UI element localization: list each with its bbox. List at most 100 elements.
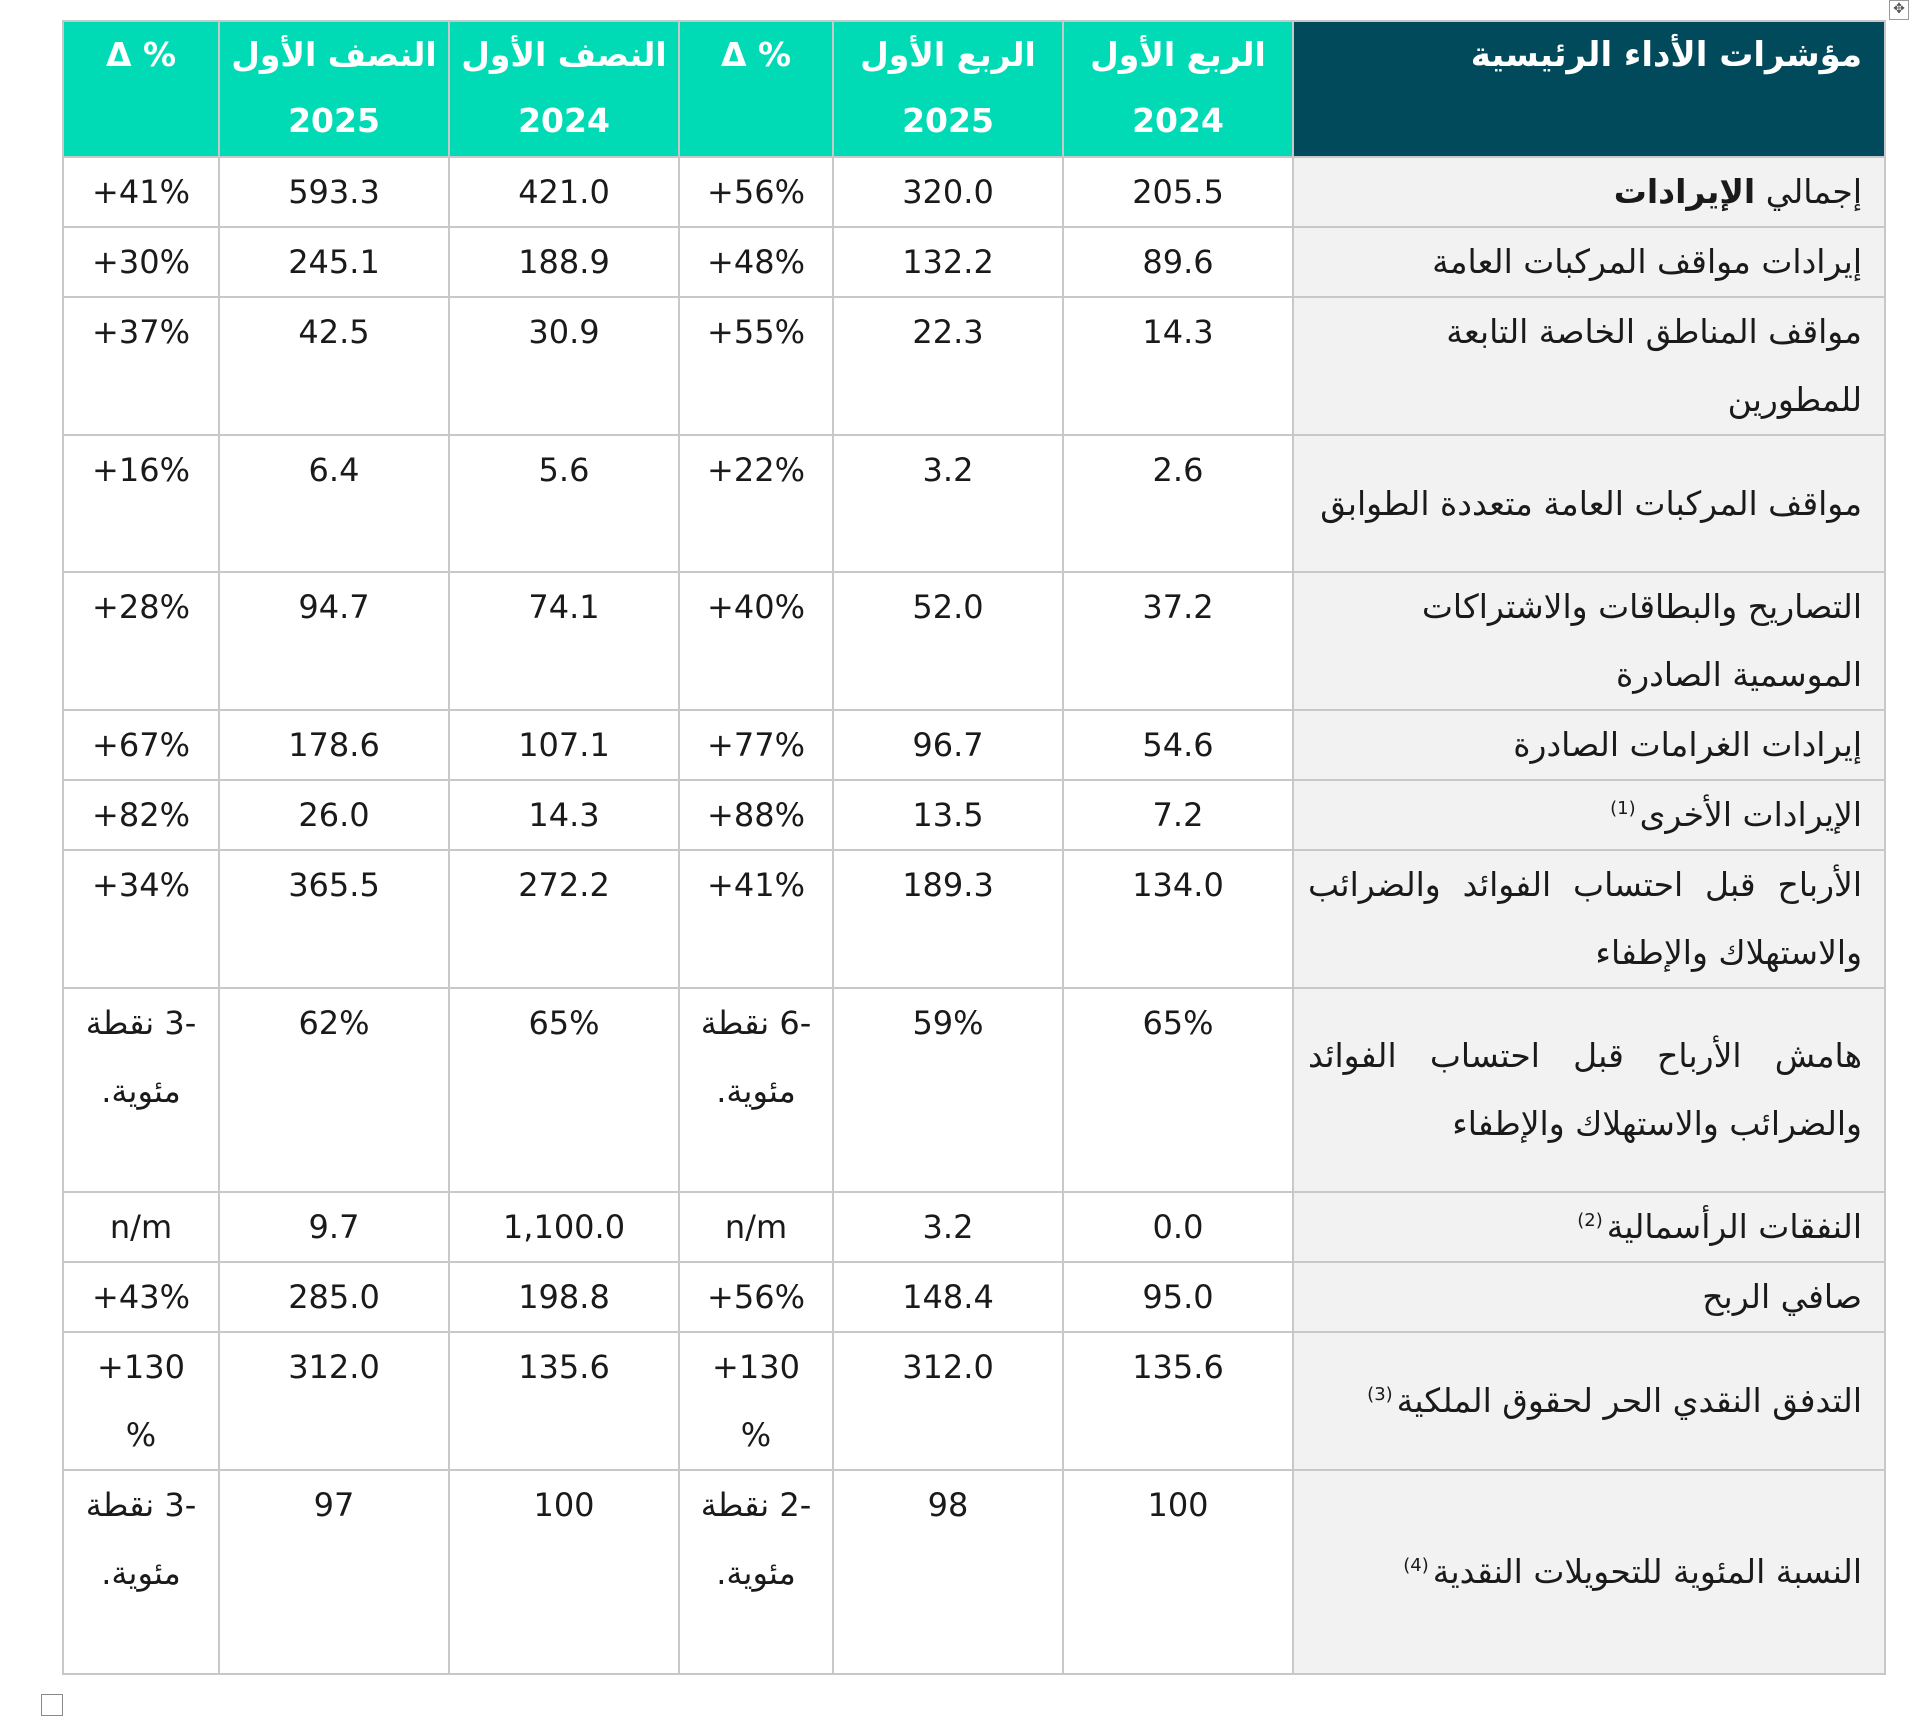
cell-delta-quarter: +130 % — [678, 1331, 834, 1471]
cell-delta-half: +67% — [62, 709, 220, 781]
cell-delta-half: +41% — [62, 156, 220, 228]
table-row: إيرادات الغرامات الصادرة 54.6 96.7 +77% … — [62, 709, 1886, 781]
table-row: إجمالي الإيرادات 205.5 320.0 +56% 421.0 … — [62, 156, 1886, 228]
cell-delta-half: +130 % — [62, 1331, 220, 1471]
cell-q1-2025: 132.2 — [832, 226, 1064, 298]
row-label: الأرباح قبل احتساب الفوائد والضرائب والا… — [1292, 849, 1886, 989]
cell-q1-2024: 14.3 — [1062, 296, 1294, 436]
cell-delta-half: +43% — [62, 1261, 220, 1333]
table-move-handle-icon[interactable]: ✥ — [1889, 0, 1909, 20]
table-row: التدفق النقدي الحر لحقوق الملكية(3) 135.… — [62, 1331, 1886, 1471]
table-row: صافي الربح 95.0 148.4 +56% 198.8 285.0 +… — [62, 1261, 1886, 1333]
cell-q1-2025: 312.0 — [832, 1331, 1064, 1471]
cell-q1-2024: 100 — [1062, 1469, 1294, 1675]
cell-h1-2024: 30.9 — [448, 296, 680, 436]
footnote-ref: (1) — [1610, 798, 1636, 819]
table-row: الإيرادات الأخرى(1) 7.2 13.5 +88% 14.3 2… — [62, 779, 1886, 851]
footnote-ref: (2) — [1577, 1210, 1603, 1231]
header-h1-2025: النصف الأول 2025 — [218, 20, 450, 158]
cell-h1-2025: 593.3 — [218, 156, 450, 228]
cell-h1-2024: 65% — [448, 987, 680, 1193]
cell-delta-quarter: -2 نقطة مئوية. — [678, 1469, 834, 1675]
cell-delta-half: +16% — [62, 434, 220, 573]
row-label: النسبة المئوية للتحويلات النقدية(4) — [1292, 1469, 1886, 1675]
cell-delta-half: +37% — [62, 296, 220, 436]
cell-delta-quarter: +40% — [678, 571, 834, 711]
table-row: هامش الأرباح قبل احتساب الفوائد والضرائب… — [62, 987, 1886, 1193]
cell-q1-2024: 95.0 — [1062, 1261, 1294, 1333]
row-label: التدفق النقدي الحر لحقوق الملكية(3) — [1292, 1331, 1886, 1471]
cell-q1-2024: 2.6 — [1062, 434, 1294, 573]
cell-h1-2025: 365.5 — [218, 849, 450, 989]
cell-q1-2024: 135.6 — [1062, 1331, 1294, 1471]
table-row: النفقات الرأسمالية(2) 0.0 3.2 n/m 1,100.… — [62, 1191, 1886, 1263]
cell-q1-2025: 189.3 — [832, 849, 1064, 989]
cell-delta-quarter: +22% — [678, 434, 834, 573]
header-delta-half: Δ % — [62, 20, 220, 158]
cell-h1-2025: 97 — [218, 1469, 450, 1675]
header-q1-2024: الربع الأول 2024 — [1062, 20, 1294, 158]
cell-q1-2024: 65% — [1062, 987, 1294, 1193]
row-label: الإيرادات الأخرى(1) — [1292, 779, 1886, 851]
header-q1-2025: الربع الأول 2025 — [832, 20, 1064, 158]
row-label: هامش الأرباح قبل احتساب الفوائد والضرائب… — [1292, 987, 1886, 1193]
row-label: النفقات الرأسمالية(2) — [1292, 1191, 1886, 1263]
header-h1-2024: النصف الأول 2024 — [448, 20, 680, 158]
cell-h1-2024: 272.2 — [448, 849, 680, 989]
cell-delta-quarter: +77% — [678, 709, 834, 781]
cell-h1-2025: 6.4 — [218, 434, 450, 573]
cell-h1-2024: 100 — [448, 1469, 680, 1675]
cell-q1-2024: 0.0 — [1062, 1191, 1294, 1263]
cell-delta-half: +28% — [62, 571, 220, 711]
row-label: إيرادات الغرامات الصادرة — [1292, 709, 1886, 781]
cell-h1-2025: 26.0 — [218, 779, 450, 851]
cell-q1-2025: 52.0 — [832, 571, 1064, 711]
cell-delta-quarter: +56% — [678, 156, 834, 228]
cell-delta-quarter: +41% — [678, 849, 834, 989]
table-row: النسبة المئوية للتحويلات النقدية(4) 100 … — [62, 1469, 1886, 1675]
cell-q1-2024: 7.2 — [1062, 779, 1294, 851]
header-row: مؤشرات الأداء الرئيسية الربع الأول 2024 ا… — [62, 20, 1886, 158]
cell-delta-quarter: -6 نقطة مئوية. — [678, 987, 834, 1193]
cell-h1-2025: 178.6 — [218, 709, 450, 781]
cell-q1-2025: 13.5 — [832, 779, 1064, 851]
cell-h1-2024: 14.3 — [448, 779, 680, 851]
cell-delta-quarter: +88% — [678, 779, 834, 851]
row-label-total-revenue: إجمالي الإيرادات — [1292, 156, 1886, 228]
cell-q1-2024: 205.5 — [1062, 156, 1294, 228]
cell-delta-half: n/m — [62, 1191, 220, 1263]
header-kpi-label: مؤشرات الأداء الرئيسية — [1292, 20, 1886, 158]
cell-h1-2024: 1,100.0 — [448, 1191, 680, 1263]
cell-h1-2024: 198.8 — [448, 1261, 680, 1333]
cell-h1-2025: 312.0 — [218, 1331, 450, 1471]
cell-h1-2025: 285.0 — [218, 1261, 450, 1333]
cell-h1-2024: 421.0 — [448, 156, 680, 228]
cell-q1-2025: 59% — [832, 987, 1064, 1193]
table-row: التصاريح والبطاقات والاشتراكات الموسمية … — [62, 571, 1886, 711]
row-label: صافي الربح — [1292, 1261, 1886, 1333]
cell-delta-quarter: +48% — [678, 226, 834, 298]
cell-delta-quarter: +55% — [678, 296, 834, 436]
cell-q1-2025: 3.2 — [832, 1191, 1064, 1263]
cell-q1-2025: 96.7 — [832, 709, 1064, 781]
cell-q1-2025: 98 — [832, 1469, 1064, 1675]
cell-q1-2025: 320.0 — [832, 156, 1064, 228]
cell-q1-2024: 54.6 — [1062, 709, 1294, 781]
cell-delta-half: -3 نقطة مئوية. — [62, 1469, 220, 1675]
table-resize-icon[interactable] — [41, 1694, 63, 1716]
cell-delta-quarter: n/m — [678, 1191, 834, 1263]
cell-h1-2025: 42.5 — [218, 296, 450, 436]
cell-h1-2025: 9.7 — [218, 1191, 450, 1263]
cell-h1-2025: 62% — [218, 987, 450, 1193]
header-delta-quarter: Δ % — [678, 20, 834, 158]
table-row: مواقف المناطق الخاصة التابعة للمطورين 14… — [62, 296, 1886, 436]
cell-h1-2024: 107.1 — [448, 709, 680, 781]
cell-delta-half: +34% — [62, 849, 220, 989]
cell-q1-2025: 148.4 — [832, 1261, 1064, 1333]
table-row: الأرباح قبل احتساب الفوائد والضرائب والا… — [62, 849, 1886, 989]
cell-h1-2024: 135.6 — [448, 1331, 680, 1471]
cell-delta-half: +82% — [62, 779, 220, 851]
cell-delta-quarter: +56% — [678, 1261, 834, 1333]
cell-delta-half: +30% — [62, 226, 220, 298]
cell-h1-2024: 5.6 — [448, 434, 680, 573]
